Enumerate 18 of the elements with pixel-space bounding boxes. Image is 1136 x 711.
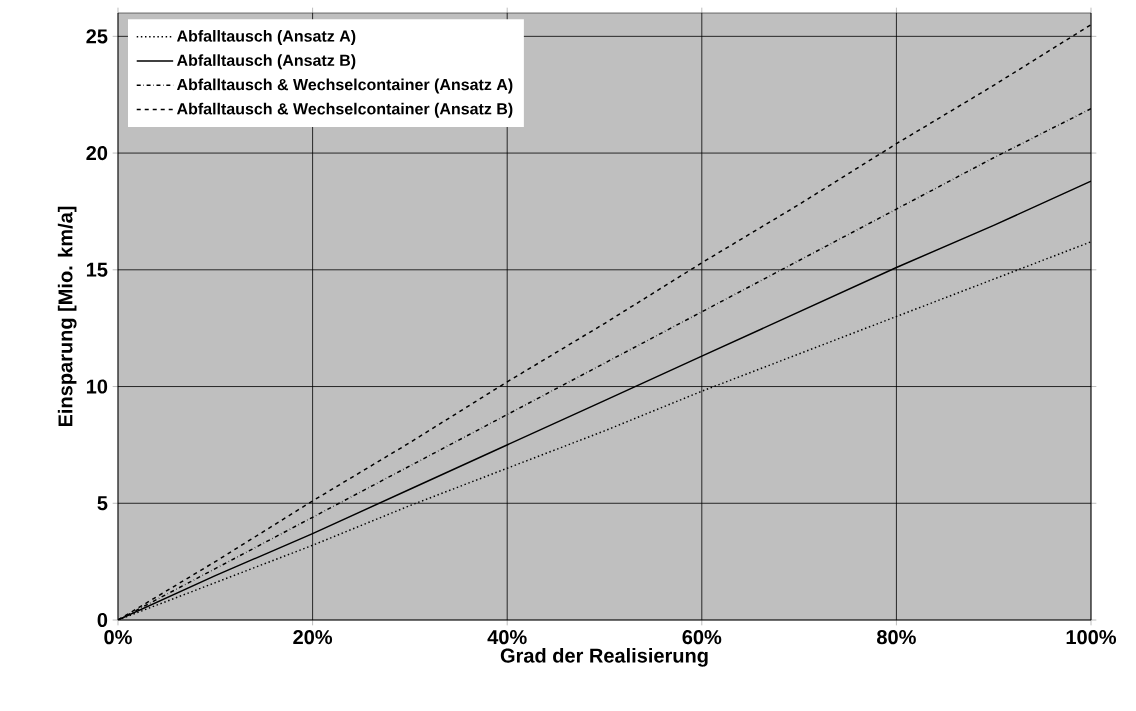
x-tick-label: 0% <box>104 630 132 645</box>
x-tick-label: 20% <box>293 630 333 645</box>
y-tick-label: 15 <box>86 262 108 277</box>
x-axis-title: Grad der Realisierung <box>500 648 708 667</box>
x-tick-label: 60% <box>682 630 722 645</box>
legend-label: Abfalltausch & Wechselcontainer (Ansatz B) <box>176 102 513 118</box>
legend-label: Abfalltausch (Ansatz A) <box>176 30 356 45</box>
y-tick-label: 10 <box>86 379 108 394</box>
legend-label: Abfalltausch & Wechselcontainer (Ansatz A) <box>176 78 513 94</box>
y-tick-label: 0 <box>97 612 108 628</box>
x-tick-label: 40% <box>487 630 527 645</box>
x-tick-label: 80% <box>877 630 916 645</box>
x-tick-label: 100% <box>1066 630 1117 645</box>
y-tick-label: 25 <box>86 29 108 44</box>
y-tick-label: 5 <box>97 496 108 511</box>
legend-label: Abfalltausch (Ansatz B) <box>176 54 356 70</box>
y-tick-label: 20 <box>86 145 108 161</box>
y-axis-title: Einsparung [Mio. km/a] <box>57 206 77 427</box>
